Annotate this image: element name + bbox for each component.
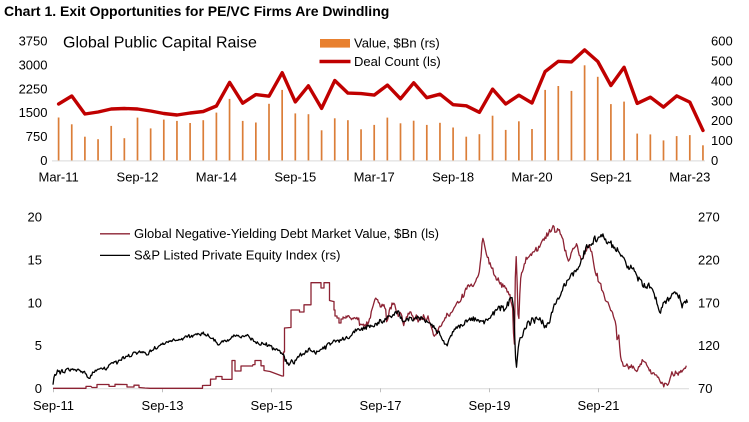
svg-text:Mar-14: Mar-14 xyxy=(196,170,237,185)
svg-text:Sep-21: Sep-21 xyxy=(578,398,620,413)
svg-text:500: 500 xyxy=(711,54,733,69)
svg-text:2250: 2250 xyxy=(19,81,48,96)
svg-text:270: 270 xyxy=(698,210,720,225)
svg-text:3750: 3750 xyxy=(19,34,48,49)
svg-text:200: 200 xyxy=(711,113,733,128)
svg-text:0: 0 xyxy=(711,153,718,168)
svg-text:20: 20 xyxy=(28,210,42,225)
svg-text:Mar-23: Mar-23 xyxy=(669,170,710,185)
svg-text:0: 0 xyxy=(35,381,42,396)
svg-text:15: 15 xyxy=(28,253,42,268)
svg-text:Global Public Capital Raise: Global Public Capital Raise xyxy=(63,35,257,52)
svg-text:750: 750 xyxy=(26,129,48,144)
svg-text:70: 70 xyxy=(698,381,712,396)
svg-text:S&P Listed Private Equity Inde: S&P Listed Private Equity Index (rs) xyxy=(134,248,340,263)
svg-text:120: 120 xyxy=(698,338,720,353)
svg-text:Sep-19: Sep-19 xyxy=(469,398,511,413)
svg-text:600: 600 xyxy=(711,34,733,49)
svg-text:Mar-17: Mar-17 xyxy=(354,170,395,185)
svg-text:10: 10 xyxy=(28,295,42,310)
svg-text:Deal Count (ls): Deal Count (ls) xyxy=(354,54,441,69)
svg-text:0: 0 xyxy=(40,153,47,168)
svg-text:Global Negative-Yielding Debt: Global Negative-Yielding Debt Market Val… xyxy=(134,226,439,241)
svg-text:Mar-20: Mar-20 xyxy=(511,170,552,185)
svg-text:170: 170 xyxy=(698,295,720,310)
svg-text:Sep-15: Sep-15 xyxy=(251,398,293,413)
svg-text:Sep-17: Sep-17 xyxy=(360,398,402,413)
svg-text:Sep-11: Sep-11 xyxy=(33,398,74,413)
svg-text:Value, $Bn (rs): Value, $Bn (rs) xyxy=(354,36,440,51)
svg-text:Sep-13: Sep-13 xyxy=(142,398,184,413)
svg-text:3000: 3000 xyxy=(19,58,48,73)
svg-text:Chart 1. Exit Opportunities fo: Chart 1. Exit Opportunities for PE/VC Fi… xyxy=(4,3,389,19)
svg-text:Sep-18: Sep-18 xyxy=(432,170,474,185)
svg-text:300: 300 xyxy=(711,93,733,108)
svg-text:Mar-11: Mar-11 xyxy=(38,170,78,185)
svg-text:1500: 1500 xyxy=(19,105,48,120)
svg-text:100: 100 xyxy=(711,133,733,148)
svg-text:400: 400 xyxy=(711,73,733,88)
svg-text:Sep-15: Sep-15 xyxy=(274,170,316,185)
svg-text:5: 5 xyxy=(35,338,42,353)
svg-text:Sep-12: Sep-12 xyxy=(117,170,159,185)
svg-text:220: 220 xyxy=(698,253,720,268)
svg-text:Sep-21: Sep-21 xyxy=(590,170,632,185)
